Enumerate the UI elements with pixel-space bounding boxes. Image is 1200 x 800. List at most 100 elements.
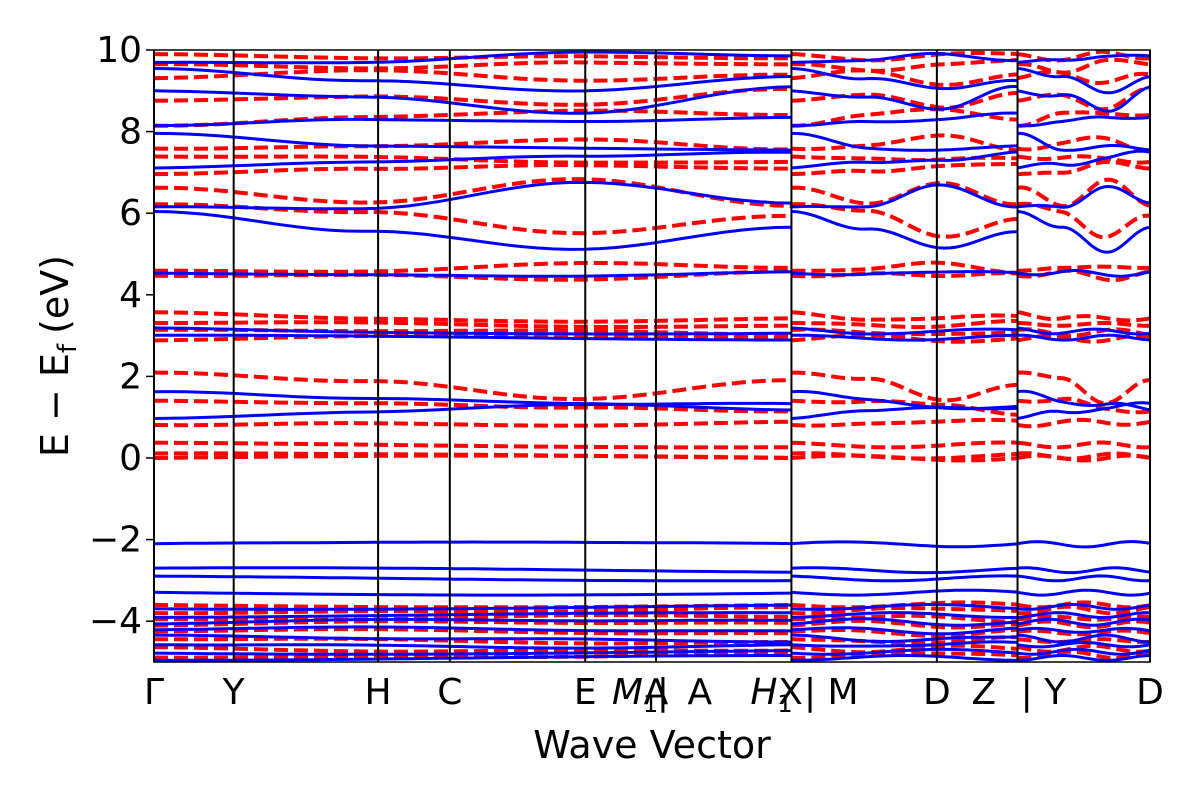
red-dashed-band-line bbox=[1017, 159, 1151, 177]
x-tick-label: | bbox=[657, 672, 669, 713]
blue-solid-band-line bbox=[791, 150, 1018, 170]
blue-solid-band-line bbox=[791, 131, 1018, 152]
blue-solid-band-line bbox=[154, 50, 792, 65]
red-dashed-band-line bbox=[1017, 327, 1151, 338]
red-dashed-band-line bbox=[1017, 440, 1151, 450]
blue-solid-band-line bbox=[153, 590, 792, 597]
blue-solid-band-line bbox=[1017, 85, 1151, 113]
blue-solid-band-line bbox=[153, 643, 792, 650]
blue-solid-band-line bbox=[791, 85, 1018, 111]
red-dashed-band-line bbox=[791, 440, 1018, 450]
blue-solid-band-line bbox=[154, 333, 792, 342]
blue-solid-band-line bbox=[791, 326, 1018, 336]
red-dashed-band-line bbox=[791, 627, 1018, 638]
red-dashed-band-line bbox=[153, 310, 792, 324]
blue-solid-band-line bbox=[1017, 66, 1151, 95]
blue-solid-band-line bbox=[791, 603, 1018, 611]
blue-solid-band-line bbox=[791, 633, 1018, 643]
blue-solid-band-line bbox=[791, 183, 1018, 209]
red-dashed-band-line bbox=[791, 370, 1018, 403]
y-tick-label: 10 bbox=[96, 30, 142, 71]
red-dashed-band-line bbox=[791, 133, 1018, 153]
red-dashed-band-line bbox=[153, 370, 792, 402]
red-dashed-band-line bbox=[154, 177, 792, 208]
blue-solid-band-line bbox=[153, 326, 792, 336]
blue-solid-band-line bbox=[1017, 603, 1151, 611]
red-dashed-band-line bbox=[791, 635, 1018, 646]
blue-solid-band-line bbox=[1017, 53, 1151, 64]
red-dashed-band-line bbox=[154, 604, 792, 616]
blue-solid-band-line bbox=[1017, 566, 1151, 575]
blue-solid-band-line bbox=[791, 51, 1018, 64]
blue-solid-band-line bbox=[791, 333, 1018, 342]
blue-solid-band-line bbox=[791, 574, 1018, 583]
red-dashed-band-line bbox=[1017, 177, 1151, 209]
red-dashed-band-line bbox=[791, 651, 1018, 660]
red-dashed-band-line bbox=[1017, 396, 1151, 415]
x-tick-label: A bbox=[687, 672, 712, 713]
x-axis-label: Wave Vector bbox=[533, 723, 771, 767]
y-tick-label: −4 bbox=[89, 601, 142, 642]
x-tick-label: | Y bbox=[1021, 672, 1068, 713]
x-tick-label: E bbox=[574, 672, 597, 713]
red-dashed-band-line bbox=[154, 636, 792, 646]
red-dashed-band-line bbox=[791, 310, 1018, 322]
blue-solid-band-line bbox=[1017, 326, 1151, 336]
blue-solid-band-line bbox=[1017, 115, 1151, 128]
red-dashed-band-line bbox=[1017, 451, 1151, 461]
red-dashed-band-line bbox=[791, 417, 1018, 428]
blue-solid-band-line bbox=[153, 566, 792, 574]
red-dashed-band-line bbox=[791, 58, 1018, 73]
red-dashed-band-line bbox=[153, 137, 792, 152]
y-tick-label: 4 bbox=[119, 275, 142, 316]
blue-solid-band-line bbox=[791, 390, 1018, 411]
blue-solid-band-line bbox=[1017, 633, 1151, 644]
blue-solid-band-line bbox=[153, 574, 792, 583]
red-dashed-band-line bbox=[791, 68, 1018, 87]
red-dashed-band-line bbox=[1017, 604, 1151, 616]
blue-solid-band-line bbox=[791, 111, 1018, 128]
y-tick-label: −2 bbox=[89, 520, 142, 561]
x-tick-label: H bbox=[365, 672, 392, 713]
blue-solid-band-line bbox=[791, 611, 1018, 619]
red-dashed-band-line bbox=[791, 613, 1018, 624]
red-dashed-band-line bbox=[791, 90, 1018, 110]
x-tick-label: Y bbox=[222, 672, 246, 713]
red-dashed-band-line bbox=[1017, 264, 1150, 273]
y-tick-label: 8 bbox=[119, 112, 142, 153]
red-dashed-band-line bbox=[153, 619, 792, 628]
plot-frame bbox=[153, 49, 1151, 663]
red-dashed-band-line bbox=[1017, 310, 1151, 323]
blue-solid-band-line bbox=[1017, 588, 1151, 597]
red-dashed-band-line bbox=[791, 333, 1018, 344]
red-dashed-band-line bbox=[153, 440, 792, 450]
x-tick-label: A bbox=[644, 672, 669, 713]
y-tick-label: 2 bbox=[119, 356, 142, 397]
blue-solid-band-line bbox=[153, 603, 792, 611]
blue-solid-band-line bbox=[791, 566, 1018, 575]
x-tick-label: C bbox=[437, 672, 462, 713]
blue-solid-band-line bbox=[1017, 210, 1151, 254]
blue-solid-band-line bbox=[1017, 389, 1151, 412]
y-axis-label-main: E − E bbox=[33, 353, 77, 457]
y-axis-label: E − Ef (eV) bbox=[33, 255, 83, 457]
red-dashed-band-line bbox=[791, 51, 1018, 63]
red-dashed-band-line bbox=[153, 163, 792, 177]
x-tick-label: H1 bbox=[750, 672, 792, 718]
blue-solid-band-line bbox=[153, 625, 792, 633]
blue-solid-band-line bbox=[154, 611, 792, 619]
blue-solid-band-line bbox=[791, 647, 1018, 656]
blue-solid-band-line bbox=[1017, 131, 1151, 152]
blue-solid-band-line bbox=[791, 617, 1018, 627]
blue-solid-band-line bbox=[1017, 611, 1151, 619]
y-tick-label: 0 bbox=[119, 438, 142, 479]
x-tick-label: Z bbox=[971, 672, 996, 713]
blue-solid-band-line bbox=[1017, 654, 1151, 662]
red-dashed-band-line bbox=[791, 606, 1018, 616]
blue-solid-band-line bbox=[791, 270, 1018, 277]
blue-solid-band-line bbox=[1017, 641, 1151, 649]
blue-solid-band-line bbox=[1017, 574, 1151, 583]
red-dashed-band-line bbox=[154, 261, 792, 274]
